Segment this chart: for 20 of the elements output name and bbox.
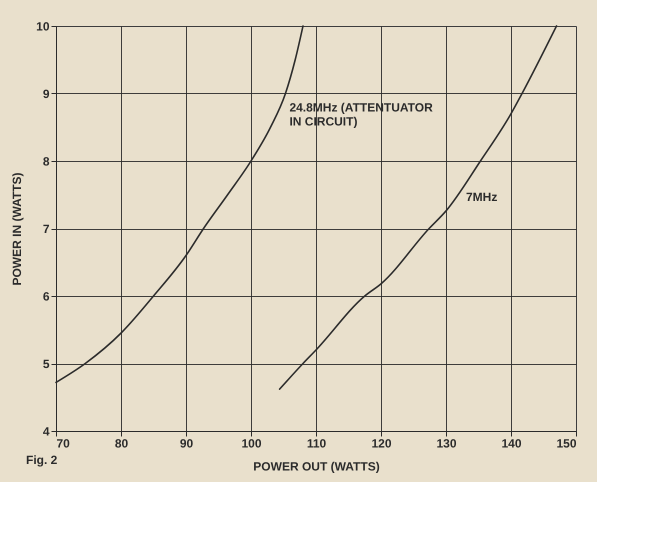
caption: Fig. 2 — [26, 453, 58, 467]
x-tick-label: 120 — [371, 436, 392, 450]
y-tick-label: 4 — [42, 424, 50, 438]
x-tick-label: 80 — [114, 436, 128, 450]
x-tick-label: 90 — [180, 436, 194, 450]
series-label: 7MHz — [466, 190, 498, 204]
y-tick-label: 9 — [42, 87, 50, 101]
y-tick-label: 8 — [42, 154, 50, 168]
x-tick-label: 140 — [501, 436, 522, 450]
x-axis-title: POWER OUT (WATTS) — [253, 460, 380, 474]
x-tick-label: 70 — [56, 436, 70, 450]
y-axis-title: POWER IN (WATTS) — [10, 172, 24, 286]
y-tick-label: 5 — [42, 357, 50, 371]
x-tick-label: 110 — [306, 436, 327, 450]
x-tick-label: 100 — [241, 436, 262, 450]
y-tick-label: 10 — [36, 20, 50, 34]
y-tick-label: 7 — [42, 222, 50, 236]
x-tick-label: 130 — [436, 436, 457, 450]
x-tick-label: 150 — [556, 436, 577, 450]
y-tick-label: 6 — [42, 290, 50, 304]
